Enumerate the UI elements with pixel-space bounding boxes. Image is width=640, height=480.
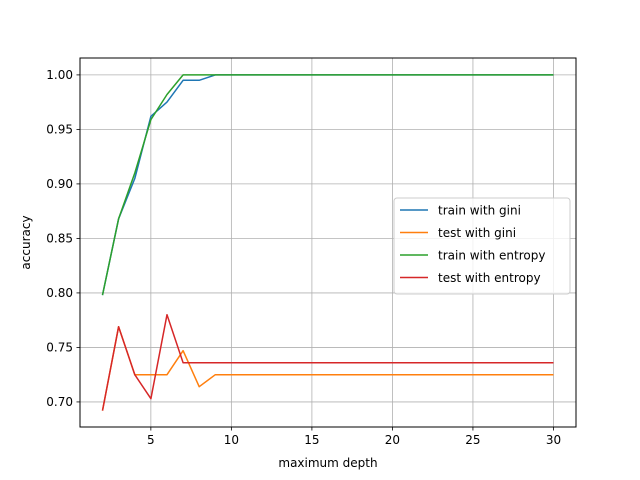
legend-box <box>393 197 571 295</box>
x-tick-label: 10 <box>224 433 239 447</box>
series-line-test-with-entropy <box>101 313 554 411</box>
y-tick-label: 0.85 <box>46 231 73 245</box>
legend: train with gini test with gini train with … <box>393 197 571 295</box>
x-tick-label: 30 <box>546 433 561 447</box>
x-axis-ticks: 5 10 15 20 25 30 <box>147 427 561 447</box>
x-tick-label: 25 <box>465 433 480 447</box>
x-axis-label: maximum depth <box>278 456 377 470</box>
y-tick-label: 1.00 <box>46 68 73 82</box>
y-tick-label: 0.75 <box>46 340 73 354</box>
series-line-train-with-entropy <box>101 74 554 296</box>
y-tick-label: 0.90 <box>46 177 73 191</box>
series-line-test-with-gini <box>101 325 554 411</box>
y-axis-label: accuracy <box>19 215 33 269</box>
y-tick-label: 0.70 <box>46 395 73 409</box>
legend-label-test-with-gini: test with gini <box>438 226 516 240</box>
y-tick-label: 0.80 <box>46 286 73 300</box>
series-lines <box>101 74 554 411</box>
legend-label-train-with-entropy: train with entropy <box>438 249 545 263</box>
x-tick-label: 15 <box>304 433 319 447</box>
x-tick-label: 5 <box>147 433 155 447</box>
plot-frame <box>79 57 577 428</box>
legend-label-test-with-entropy: test with entropy <box>438 271 541 285</box>
y-axis-ticks: 0.70 0.75 0.80 0.85 0.90 0.95 1.00 <box>46 68 80 409</box>
legend-label-train-with-gini: train with gini <box>438 204 521 218</box>
x-tick-label: 20 <box>385 433 400 447</box>
y-tick-label: 0.95 <box>46 122 73 136</box>
